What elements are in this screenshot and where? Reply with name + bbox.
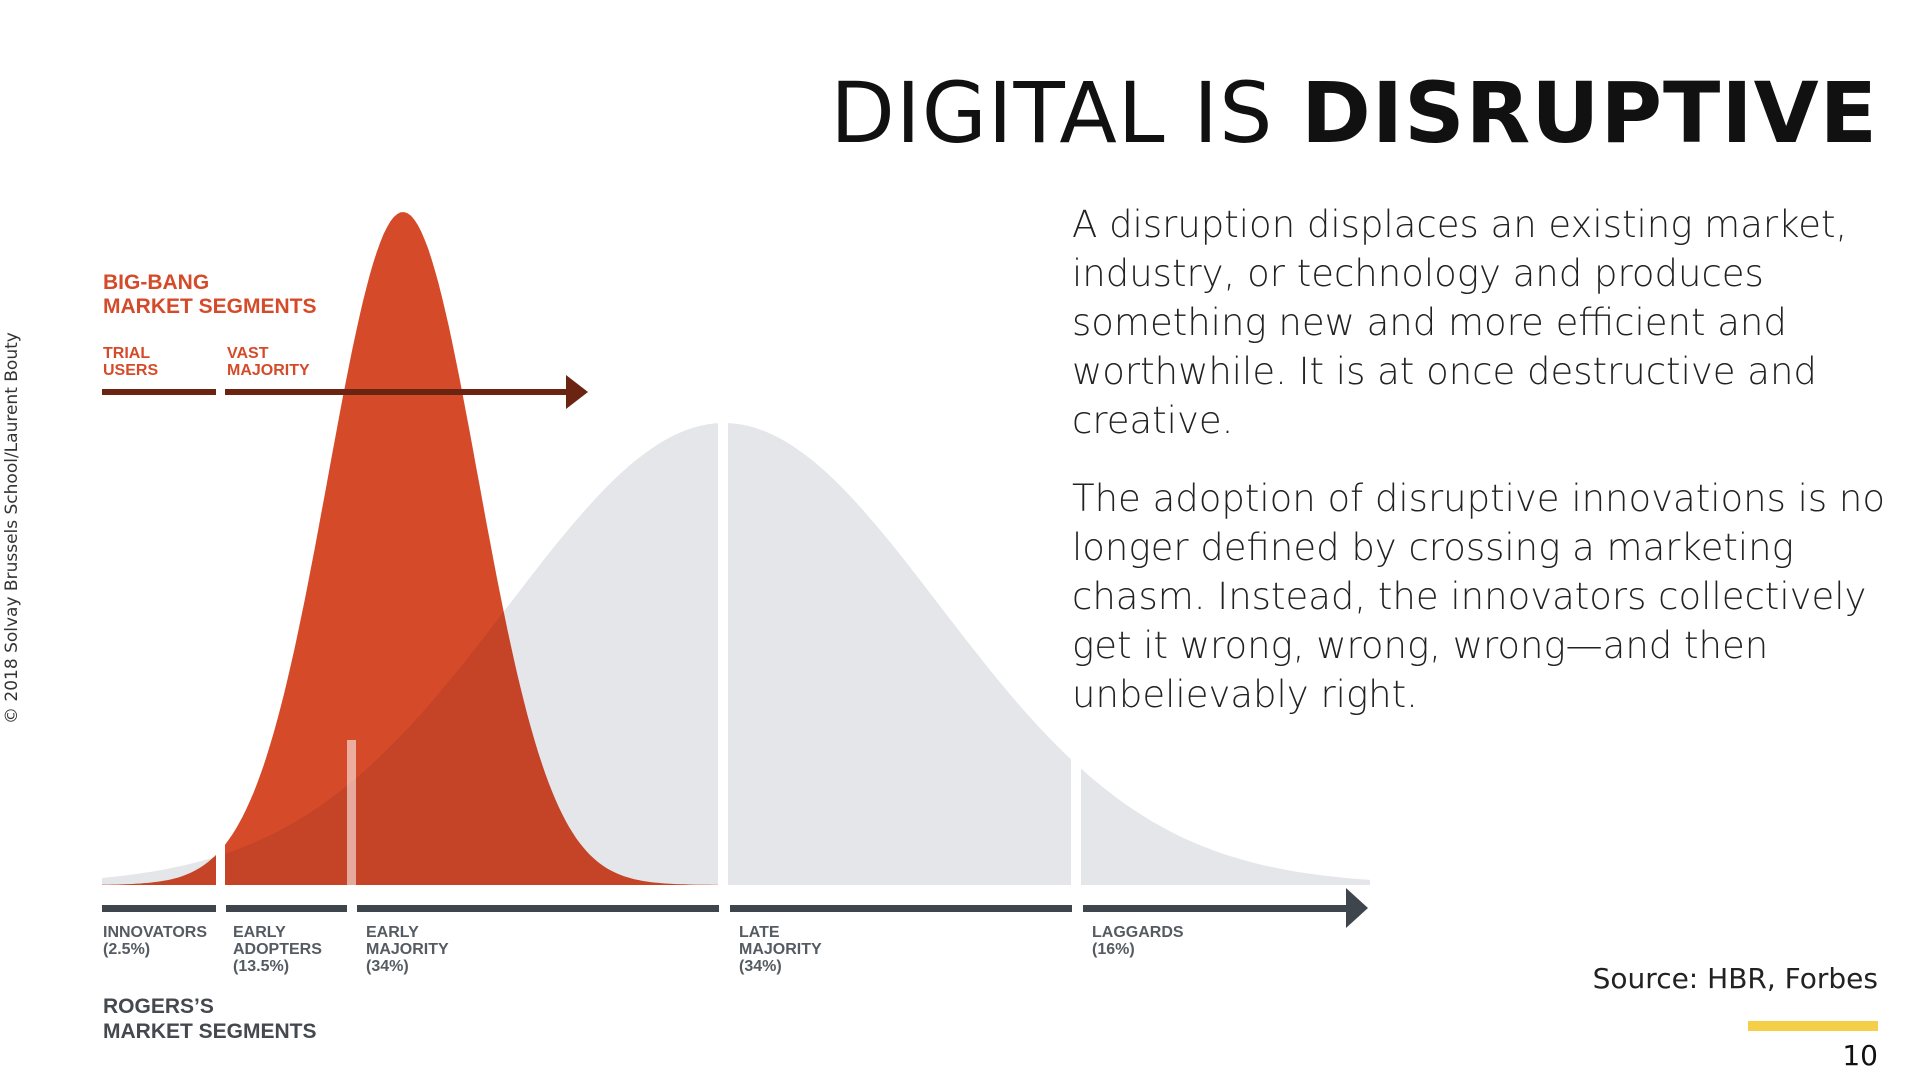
big-bang-curve — [102, 212, 720, 886]
early-majority-label-line2: MAJORITY — [366, 941, 449, 958]
paragraph-disruption-definition: A disruption displaces an existing marke… — [1072, 203, 1848, 442]
title-bold: DISRUPTIVE — [1301, 64, 1878, 162]
big-bang-arrow — [102, 375, 588, 409]
laggards-label-line1: LAGGARDS — [1092, 924, 1184, 941]
late-majority-label-line3: (34%) — [739, 958, 782, 975]
rogers-heading-line1: ROGERS’S — [103, 995, 214, 1018]
big-bang-heading-line2: MARKET SEGMENTS — [103, 295, 317, 318]
axis-segment-late-majority — [730, 905, 1072, 912]
accent-bar — [1748, 1021, 1878, 1031]
adoption-diagram: BIG-BANG MARKET SEGMENTS TRIAL USERS VAS… — [102, 212, 1370, 1043]
innovators-label-line1: INNOVATORS — [103, 924, 207, 941]
axis-segment-innovators — [102, 905, 216, 912]
vast-majority-label-line1: VAST — [227, 345, 269, 362]
big-bang-arrow-segment-1 — [102, 389, 216, 395]
axis-segment-laggards — [1083, 905, 1353, 912]
body-text: A disruption displaces an existing marke… — [1072, 200, 1892, 748]
divider-late-majority — [1071, 740, 1081, 890]
axis-arrow-head — [1346, 888, 1368, 928]
divider-innovators — [216, 830, 225, 890]
early-adopters-label-line1: EARLY — [233, 924, 286, 941]
title-light: DIGITAL IS — [830, 64, 1274, 162]
big-bang-arrow-head — [566, 375, 588, 409]
slide-title: DIGITAL IS DISRUPTIVE — [830, 64, 1878, 162]
laggards-label-line2: (16%) — [1092, 941, 1135, 958]
early-adopters-label-line2: ADOPTERS — [233, 941, 322, 958]
early-adopters-label-line3: (13.5%) — [233, 958, 289, 975]
page-number: 10 — [1842, 1039, 1878, 1072]
innovators-label-line2: (2.5%) — [103, 941, 150, 958]
late-majority-label-line2: MAJORITY — [739, 941, 822, 958]
divider-early-majority — [718, 420, 728, 890]
trial-users-label-line2: USERS — [103, 362, 158, 379]
segment-dividers — [216, 420, 1081, 890]
rogers-axis — [102, 888, 1368, 928]
source-citation: Source: HBR, Forbes — [1592, 962, 1878, 995]
divider-early-adopters — [347, 740, 356, 890]
trial-users-label-line1: TRIAL — [103, 345, 150, 362]
rogers-segment-labels: INNOVATORS (2.5%) EARLY ADOPTERS (13.5%)… — [103, 924, 1184, 1043]
vast-majority-label-line2: MAJORITY — [227, 362, 310, 379]
early-majority-label-line3: (34%) — [366, 958, 409, 975]
big-bang-arrow-segment-2 — [225, 389, 571, 395]
late-majority-label-line1: LATE — [739, 924, 780, 941]
early-majority-label-line1: EARLY — [366, 924, 419, 941]
paragraph-adoption: The adoption of disruptive innovations i… — [1072, 477, 1886, 716]
axis-segment-early-majority — [357, 905, 719, 912]
big-bang-heading-line1: BIG-BANG — [103, 271, 209, 294]
rogers-heading-line2: MARKET SEGMENTS — [103, 1020, 317, 1043]
axis-segment-early-adopters — [226, 905, 347, 912]
big-bang-labels: BIG-BANG MARKET SEGMENTS TRIAL USERS VAS… — [103, 271, 317, 379]
